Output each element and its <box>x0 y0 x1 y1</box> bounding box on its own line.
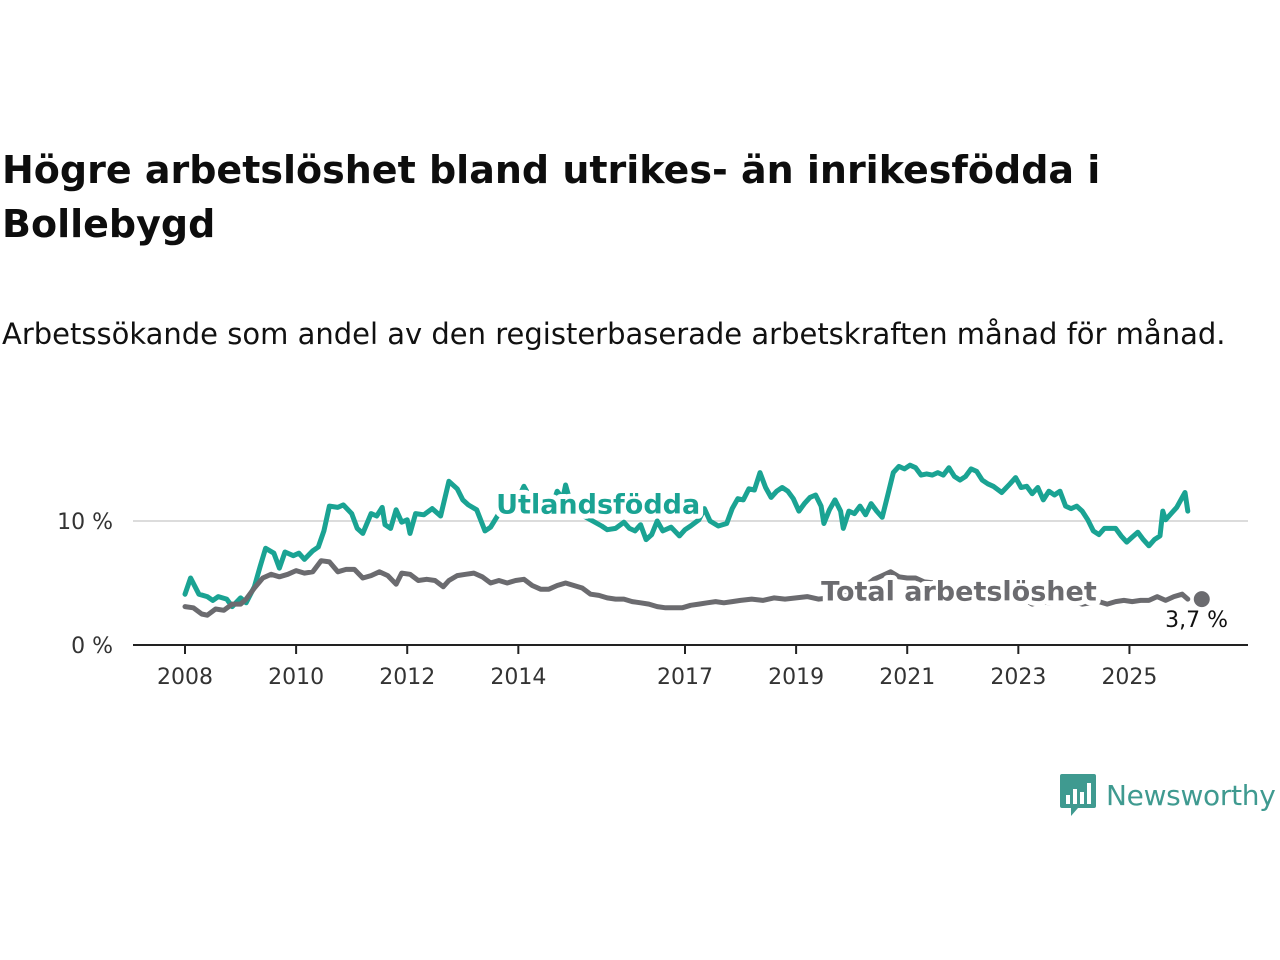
chart-subtitle: Arbetssökande som andel av den registerb… <box>2 317 1226 351</box>
series-lines <box>182 462 1191 618</box>
series-label-total: Total arbetslöshet <box>821 576 1097 607</box>
series-line-total <box>182 558 1191 618</box>
axes: 0 % 10 % 2008 2010 2012 2014 2017 2019 2021 2023 2… <box>57 510 1248 690</box>
x-tick-label: 2012 <box>379 665 435 690</box>
bar-chart-speech-bubble-icon <box>1060 774 1096 816</box>
y-tick-label: 0 % <box>71 634 113 659</box>
x-tick-label: 2008 <box>157 665 213 690</box>
series-line-utlandsfodda <box>182 462 1191 610</box>
x-tick-label: 2017 <box>657 665 713 690</box>
x-tick-label: 2021 <box>879 665 935 690</box>
end-value-label: 3,7 % <box>1165 608 1228 633</box>
series-labels: Utlandsfödda Total arbetslöshet 3,7 % <box>491 485 1228 633</box>
x-tick-label: 2014 <box>490 665 546 690</box>
brand-logo[interactable]: Newsworthy <box>1058 772 1276 818</box>
x-tick-label: 2025 <box>1101 665 1157 690</box>
x-tick-label: 2010 <box>268 665 324 690</box>
end-point-marker <box>1193 591 1210 608</box>
y-tick-label: 10 % <box>57 510 113 535</box>
x-tick-label: 2023 <box>990 665 1046 690</box>
chart-title: Högre arbetslöshet bland utrikes- än inr… <box>2 148 1101 246</box>
brand-name: Newsworthy <box>1106 778 1276 812</box>
x-tick-label: 2019 <box>768 665 824 690</box>
series-label-utlandsfodda: Utlandsfödda <box>496 490 700 521</box>
